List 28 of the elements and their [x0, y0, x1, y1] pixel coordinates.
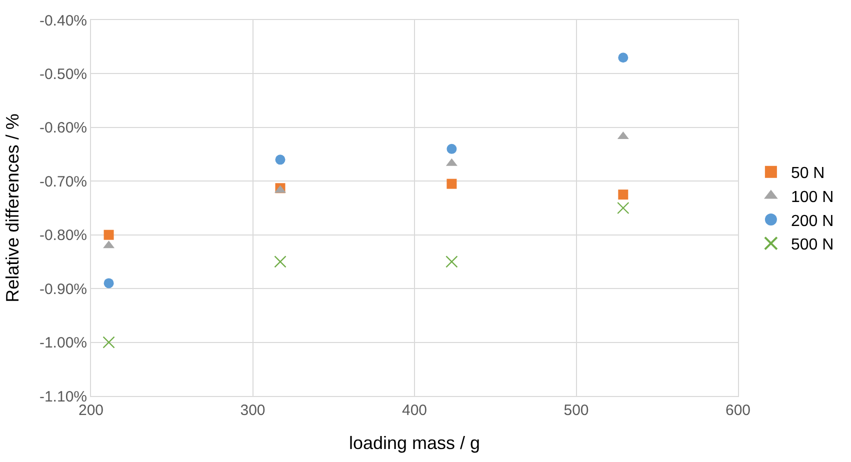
x-tick-label: 400	[402, 402, 428, 419]
point	[618, 52, 628, 63]
x-tick-label: 300	[240, 402, 266, 419]
point	[102, 336, 115, 348]
y-tick-label: -0.50%	[39, 66, 87, 83]
x-axis-title: loading mass / g	[348, 433, 480, 454]
point	[104, 230, 114, 240]
y-axis-title: Relative differences / %	[2, 114, 23, 302]
point	[617, 202, 630, 214]
x-tick-label: 600	[725, 402, 751, 419]
y-tick-label: -0.60%	[39, 120, 87, 137]
legend-label: 500 N	[790, 236, 834, 254]
point	[446, 178, 457, 189]
legend-label: 50 N	[790, 165, 825, 182]
y-tick-label: -0.80%	[39, 227, 87, 244]
point	[618, 190, 628, 200]
point	[274, 256, 286, 268]
point	[446, 144, 457, 154]
point	[446, 256, 458, 268]
y-tick-label: -0.70%	[39, 173, 87, 190]
y-tick-label: -0.90%	[39, 280, 87, 298]
point	[104, 278, 114, 288]
point	[275, 154, 286, 165]
legend-label: 200 N	[790, 212, 834, 230]
x-tick-label: 500	[564, 402, 589, 419]
y-tick-label: -0.40%	[39, 12, 87, 30]
y-tick-label: -1.00%	[39, 334, 87, 352]
legend-label: 100 N	[790, 188, 834, 206]
